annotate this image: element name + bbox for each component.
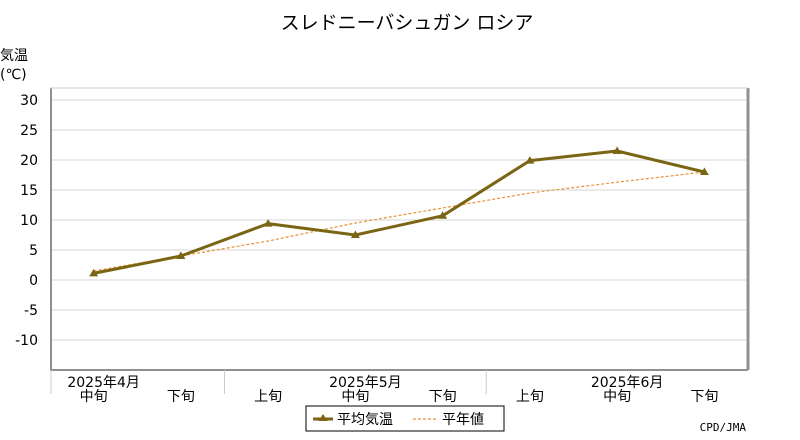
y-tick-label: 5	[29, 243, 38, 259]
credit-text: CPD/JMA	[700, 421, 747, 434]
y-axis-label: 気温	[0, 48, 28, 64]
month-label: 2025年6月	[591, 375, 664, 391]
plot-area	[50, 88, 748, 370]
x-tick-label: 下旬	[690, 389, 718, 405]
x-tick-label: 中旬	[80, 389, 108, 405]
mean-data-point	[525, 156, 535, 164]
y-tick-label: 30	[20, 93, 38, 109]
y-tick-label: 15	[20, 183, 38, 199]
mean-data-point	[350, 230, 360, 238]
x-tick-label: 上旬	[516, 389, 544, 405]
x-tick-label: 中旬	[341, 389, 369, 405]
y-tick-label: 20	[20, 153, 38, 169]
legend-marker-mean	[318, 414, 328, 421]
y-tick-label: -10	[15, 333, 38, 349]
mean-data-point	[438, 211, 448, 219]
y-tick-label: 25	[20, 123, 38, 139]
normal-series-line	[93, 171, 705, 272]
month-label: 2025年4月	[67, 375, 140, 391]
month-label: 2025年5月	[329, 375, 402, 391]
mean-data-point	[89, 268, 99, 277]
x-tick-label: 下旬	[429, 389, 457, 405]
legend-box	[305, 405, 505, 432]
y-tick-label: 10	[20, 213, 38, 229]
x-tick-label: 中旬	[603, 389, 631, 405]
legend-label-mean: 平均気温	[337, 412, 393, 428]
y-tick-label: -5	[24, 303, 38, 319]
y-tick-label: 0	[29, 273, 38, 289]
legend-label-normal: 平年値	[442, 412, 484, 428]
mean-data-point	[699, 167, 709, 175]
x-tick-label: 下旬	[167, 389, 195, 405]
legend: 平均気温 平年値	[305, 405, 505, 432]
y-axis-unit: (℃)	[0, 67, 27, 83]
chart-title: スレドニーバシュガン ロシア	[281, 12, 534, 34]
mean-data-point	[176, 251, 186, 259]
mean-data-point	[612, 146, 622, 154]
mean-data-point	[263, 219, 273, 227]
x-tick-label: 上旬	[254, 389, 282, 405]
mean-series-line	[93, 149, 705, 275]
